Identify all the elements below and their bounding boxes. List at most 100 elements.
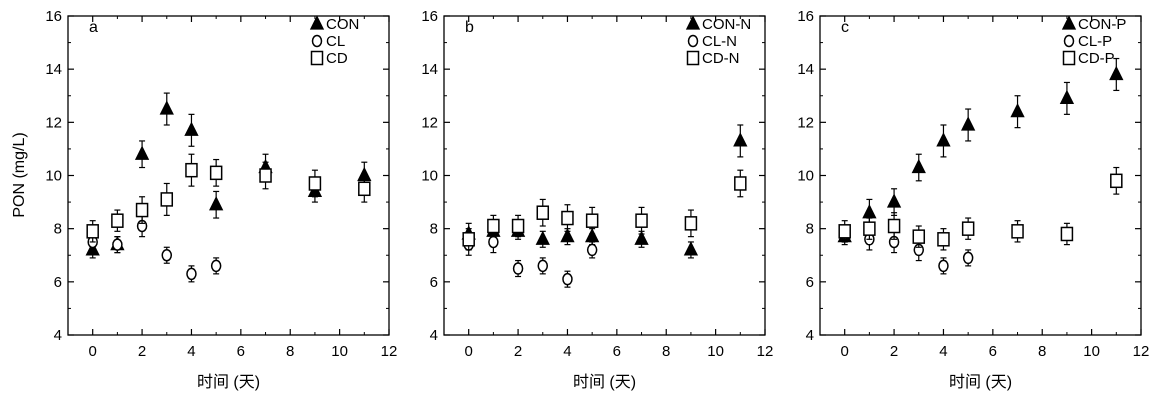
data-point	[135, 202, 149, 218]
y-axis-title: PON (mg/L)	[11, 132, 28, 217]
series-cl-p	[839, 225, 974, 275]
data-point	[512, 262, 524, 275]
panel-label: a	[89, 19, 98, 36]
data-point	[111, 213, 124, 228]
data-point	[112, 238, 123, 251]
panel-label: c	[841, 19, 849, 36]
x-tick-label: 4	[187, 343, 195, 360]
x-axis-title: 时间 (天)	[949, 373, 1012, 391]
data-point	[209, 196, 224, 211]
legend-label: CL-P	[1078, 33, 1112, 50]
data-point	[209, 165, 223, 181]
legend-label: CON-N	[702, 16, 751, 33]
y-tick-label: 4	[430, 327, 438, 344]
y-tick-label: 10	[797, 168, 814, 185]
series-cl	[87, 214, 222, 283]
data-point	[537, 259, 549, 273]
y-tick-label: 16	[797, 8, 814, 25]
legend-marker	[686, 50, 700, 66]
y-tick-label: 12	[797, 114, 814, 131]
y-tick-label: 8	[430, 221, 438, 238]
data-point	[134, 145, 150, 160]
data-point	[936, 132, 951, 147]
data-point	[1010, 103, 1025, 118]
x-tick-label: 10	[331, 343, 348, 360]
legend-marker	[310, 50, 324, 66]
legend-label: CD-P	[1078, 50, 1115, 67]
y-tick-label: 14	[45, 61, 62, 78]
data-point	[635, 213, 648, 228]
x-tick-label: 2	[890, 343, 898, 360]
data-point	[185, 162, 198, 178]
y-tick-label: 14	[421, 61, 438, 78]
series-cd-n	[462, 169, 747, 251]
series-cl-n	[463, 230, 598, 288]
data-point	[86, 224, 99, 239]
data-point	[684, 216, 698, 231]
y-tick-label: 8	[54, 221, 62, 238]
x-tick-label: 4	[939, 343, 947, 360]
legend-label: CD	[326, 50, 348, 67]
data-point	[184, 121, 199, 136]
data-point	[887, 218, 901, 234]
data-point	[683, 241, 699, 256]
y-tick-label: 12	[421, 114, 438, 131]
data-point	[937, 232, 950, 247]
panel-b: 0 2 4 6 8 10 12 4 6 8 10 12 14 16 时间 (天) b CON-NCL-NCD-N	[421, 8, 773, 391]
series-cd	[86, 153, 371, 243]
data-point	[586, 243, 598, 257]
x-tick-label: 8	[286, 343, 294, 360]
data-point	[561, 210, 574, 226]
panel-c: 0 2 4 6 8 10 12 4 6 8 10 12 14 16 时间 (天) c CON-PCL-PCD-P	[797, 8, 1149, 391]
data-point	[488, 235, 499, 249]
legend-label: CON-P	[1078, 16, 1126, 33]
data-point	[259, 168, 272, 183]
x-tick-label: 2	[514, 343, 522, 360]
panel-label: b	[465, 19, 474, 36]
data-point	[1110, 173, 1123, 189]
y-tick-label: 4	[54, 327, 62, 344]
y-tick-label: 6	[430, 274, 438, 291]
data-point	[1109, 65, 1124, 81]
legend-marker	[1061, 15, 1077, 30]
legend-marker	[309, 15, 325, 30]
y-tick-label: 8	[806, 221, 814, 238]
data-point	[911, 158, 926, 174]
data-point	[912, 229, 926, 244]
data-point	[1060, 226, 1074, 242]
data-point	[585, 213, 599, 228]
data-point	[562, 272, 573, 286]
x-tick-label: 12	[381, 343, 398, 360]
legend-marker	[311, 34, 323, 48]
y-tick-label: 16	[421, 8, 438, 25]
data-point	[160, 192, 174, 207]
data-point	[938, 259, 949, 273]
data-point	[511, 218, 525, 234]
x-axis-title: 时间 (天)	[573, 373, 636, 391]
series-con-p	[837, 57, 1124, 246]
x-tick-label: 12	[757, 343, 774, 360]
x-tick-label: 0	[89, 343, 97, 360]
legend-label: CD-N	[702, 50, 740, 67]
x-axis-title: 时间 (天)	[197, 373, 260, 391]
x-tick-label: 6	[989, 343, 997, 360]
data-point	[1011, 224, 1024, 239]
y-tick-label: 16	[45, 8, 62, 25]
x-tick-label: 12	[1133, 343, 1150, 360]
data-point	[1059, 89, 1075, 105]
x-tick-label: 2	[138, 343, 146, 360]
data-point	[886, 193, 902, 208]
y-tick-label: 6	[806, 274, 814, 291]
x-tick-label: 10	[1083, 343, 1100, 360]
data-point	[308, 176, 322, 191]
data-point	[634, 230, 649, 245]
data-point	[161, 249, 173, 262]
data-point	[358, 181, 371, 197]
data-point	[560, 227, 575, 243]
data-point	[838, 224, 851, 239]
legend-label: CL	[326, 33, 345, 50]
legend-label: CON	[326, 16, 359, 33]
data-point	[186, 267, 197, 281]
x-tick-label: 8	[1038, 343, 1046, 360]
